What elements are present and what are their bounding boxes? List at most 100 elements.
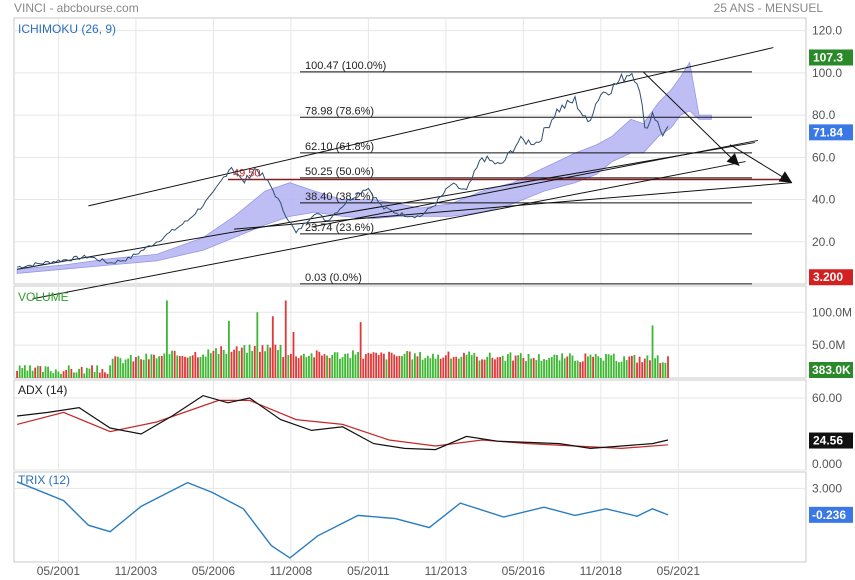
volume-bar	[630, 355, 633, 378]
volume-bar	[514, 355, 517, 378]
volume-bar	[421, 359, 424, 378]
arrow-line	[642, 71, 740, 167]
volume-bar	[532, 357, 535, 378]
volume-bar	[465, 354, 468, 378]
volume-bar	[452, 357, 455, 378]
value-badge	[809, 124, 853, 141]
fibonacci-label: 38.40 (38.2%)	[305, 191, 374, 203]
volume-bar	[233, 349, 235, 378]
volume-bar	[300, 355, 303, 378]
volume-bar	[199, 356, 202, 378]
volume-bar	[204, 356, 207, 378]
volume-bar	[153, 354, 155, 378]
volume-bar	[382, 353, 385, 378]
volume-bar	[346, 353, 349, 378]
volume-bar	[339, 358, 341, 378]
x-tick-label: 11/2008	[270, 564, 313, 578]
volume-bar	[473, 352, 476, 378]
volume-bar	[535, 360, 538, 378]
volume-bar	[517, 355, 520, 378]
volume-bar	[478, 360, 481, 378]
volume-bar	[375, 352, 378, 378]
volume-bar	[80, 366, 83, 378]
volume-bar	[615, 360, 618, 378]
volume-bar	[439, 358, 442, 378]
volume-bar	[579, 362, 582, 378]
volume-bar	[202, 354, 204, 378]
volume-bar	[406, 350, 409, 378]
volume-bar	[269, 347, 272, 378]
volume-bar	[124, 359, 127, 378]
volume-bar	[537, 354, 540, 378]
volume-bar	[104, 372, 106, 378]
volume-bar	[220, 346, 223, 378]
volume-bar	[398, 355, 401, 378]
volume-bar	[209, 353, 212, 378]
volume-bar	[253, 345, 256, 378]
y-tick-label: 0.000	[812, 457, 842, 471]
volume-bar	[23, 365, 26, 378]
volume-bar	[566, 356, 569, 378]
volume-bar	[34, 367, 37, 378]
panel-title-ichimoku: ICHIMOKU (26, 9)	[18, 22, 116, 36]
arrow-line	[729, 144, 793, 184]
volume-bar	[633, 354, 636, 378]
volume-bar	[388, 351, 390, 378]
x-tick-label: 05/2006	[192, 564, 236, 578]
panel-title-adx: ADX (14)	[18, 383, 67, 397]
volume-bar	[548, 357, 551, 378]
volume-bar	[429, 358, 432, 378]
volume-bar	[75, 372, 78, 378]
volume-bar	[235, 346, 238, 378]
volume-bar	[302, 353, 305, 378]
volume-bar	[181, 356, 184, 378]
volume-bar	[96, 365, 99, 378]
chart-source-title: VINCI - abcbourse.com	[14, 1, 139, 15]
volume-bar	[93, 371, 96, 378]
volume-bar	[184, 356, 186, 378]
volume-bar	[496, 357, 499, 378]
volume-bar	[447, 351, 450, 378]
panel-frame	[13, 379, 807, 471]
volume-bar	[251, 350, 254, 378]
volume-bar	[395, 356, 398, 378]
volume-bar	[468, 351, 471, 378]
volume-bar	[109, 365, 111, 378]
trix-line	[16, 481, 669, 559]
volume-bar	[638, 356, 641, 378]
volume-bar	[416, 356, 419, 378]
volume-bar	[349, 358, 352, 378]
volume-bar	[228, 320, 230, 378]
fibonacci-label: 100.47 (100.0%)	[305, 60, 386, 72]
volume-bar	[553, 354, 556, 378]
volume-bar	[158, 356, 161, 378]
volume-bar	[127, 358, 130, 378]
volume-bar	[88, 368, 91, 378]
volume-bar	[122, 363, 124, 378]
volume-bar	[274, 344, 277, 378]
volume-bar	[612, 353, 615, 378]
volume-bar	[364, 354, 367, 378]
volume-bar	[282, 357, 285, 378]
volume-bar	[351, 350, 354, 378]
volume-bar	[661, 362, 664, 378]
volume-bar	[519, 353, 522, 378]
value-badge	[809, 362, 853, 378]
trend-line	[311, 139, 758, 228]
volume-bar	[408, 351, 411, 378]
volume-bar	[589, 354, 592, 378]
volume-bar	[486, 356, 489, 378]
volume-bar	[481, 359, 483, 378]
price-line	[16, 72, 669, 269]
volume-bar	[341, 357, 344, 378]
volume-bar	[385, 359, 388, 378]
volume-bar	[222, 349, 225, 378]
volume-bar	[457, 358, 460, 378]
volume-bar	[98, 372, 101, 378]
panel-title-trix: TRIX (12)	[18, 473, 70, 487]
adx-signal-line	[16, 399, 669, 450]
volume-bar	[540, 360, 543, 378]
arrow-head	[778, 171, 792, 183]
volume-bar	[54, 369, 57, 378]
volume-bar	[305, 357, 308, 378]
